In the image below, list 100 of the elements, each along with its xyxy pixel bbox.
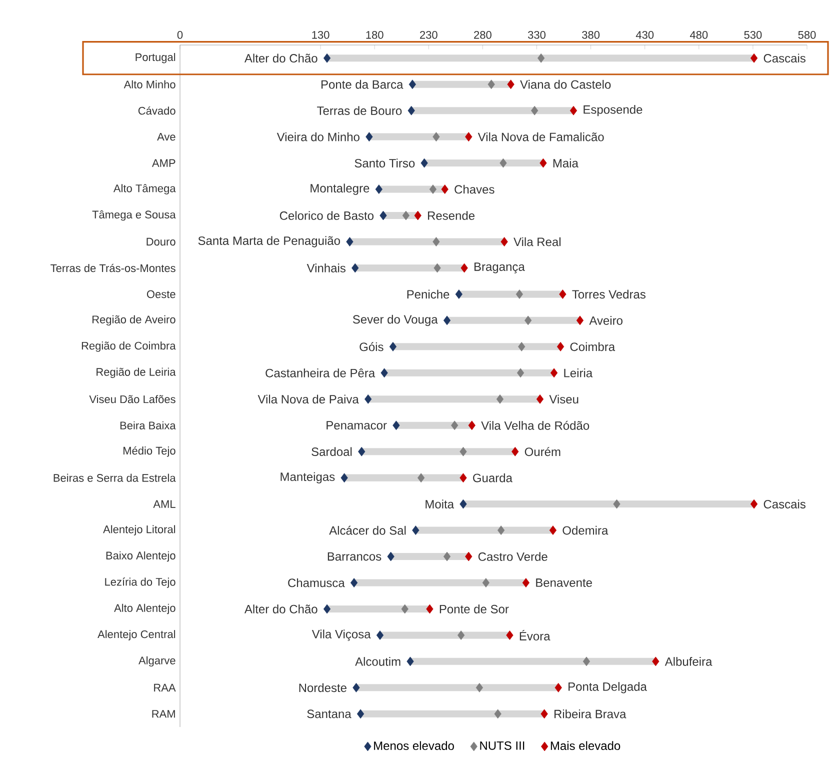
data-label: Ribeira Brava [554, 709, 626, 718]
data-label: Vinhais [306, 264, 346, 272]
point [516, 289, 524, 299]
point [376, 630, 384, 640]
data-label: Viseu [549, 394, 578, 404]
data-label: Cascais [764, 500, 806, 508]
point [518, 342, 526, 352]
point [500, 237, 508, 246]
point [414, 210, 422, 220]
point [507, 80, 514, 90]
point [537, 53, 545, 63]
data-label: Guarda [473, 473, 512, 482]
data-label: Montalegre [310, 184, 370, 195]
x-tick-label: 230 [420, 31, 438, 39]
x-tick-label: 0 [177, 31, 183, 39]
y-tick-label: RAM [152, 710, 175, 718]
y-tick-label: RAA [154, 684, 176, 692]
y-tick-label: Tâmega e Sousa [92, 210, 176, 221]
point [364, 394, 372, 404]
legend-label: NUTS III [480, 741, 524, 750]
y-tick-label: Baixo Alentejo [106, 551, 176, 562]
point [352, 682, 360, 692]
point [429, 184, 437, 194]
point [366, 132, 373, 142]
data-label: Chaves [454, 184, 494, 194]
point [576, 316, 584, 326]
data-label: Manteigas [280, 472, 335, 484]
data-label: Vila Viçosa [312, 630, 371, 641]
y-tick-label: Alto Alentejo [114, 604, 176, 614]
data-label: Albufeira [664, 657, 712, 666]
data-label: Vila Nova de Famalicão [478, 132, 604, 142]
y-tick-label: Região de Aveiro [92, 315, 176, 326]
x-tick-label: 480 [690, 31, 708, 39]
point [455, 289, 462, 299]
data-label: Ponta Delgada [568, 682, 647, 694]
point [402, 210, 410, 220]
point [540, 158, 547, 168]
data-label: Torres Vedras [572, 290, 646, 299]
data-label: Bragança [474, 262, 525, 274]
point [387, 552, 394, 562]
point [559, 289, 566, 299]
point [356, 709, 364, 719]
point [496, 394, 504, 404]
y-tick-label: Douro [146, 238, 176, 246]
point [516, 368, 524, 378]
x-tick-label: 580 [798, 31, 816, 39]
point [323, 604, 331, 614]
y-tick-label: Região de Leiria [96, 368, 176, 378]
data-label: Aveiro [589, 316, 622, 325]
data-label: Vila Nova de Paiva [258, 394, 359, 404]
x-tick-label: 380 [582, 31, 600, 39]
point [432, 132, 440, 142]
x-tick-label: 180 [366, 31, 384, 39]
data-label: Odemira [562, 526, 608, 535]
data-label: Ourém [524, 447, 560, 456]
data-label: Alcácer do Sal [329, 526, 406, 535]
point [750, 53, 758, 63]
point [482, 578, 490, 588]
point [441, 184, 448, 194]
y-tick-label: Alentejo Central [98, 630, 176, 640]
data-label: Leiria [564, 368, 593, 378]
data-label: Santo Tirso [354, 158, 415, 168]
y-tick-label: Viseu Dão Lafões [89, 395, 176, 404]
y-tick-label: Portugal [136, 52, 176, 64]
y-tick-label: Cávado [138, 106, 176, 115]
point [358, 446, 366, 456]
point [460, 263, 468, 273]
data-label: Sever do Vouga [352, 314, 438, 326]
x-tick-label: 330 [528, 31, 546, 39]
y-tick-label: Terras de Trás-os-Montes [50, 264, 176, 272]
point [465, 132, 472, 142]
point [457, 630, 465, 640]
point [512, 446, 519, 456]
data-label: Peniche [407, 290, 450, 299]
point [408, 80, 416, 90]
data-label: Chamusca [288, 578, 345, 588]
point [392, 420, 400, 430]
point [500, 158, 507, 168]
data-label: Moita [426, 500, 454, 508]
point [494, 709, 502, 719]
data-label: Vila Real [514, 237, 560, 246]
data-label: Santa Marta de Penaguião [198, 236, 340, 248]
y-tick-label: Alto Tâmega [113, 184, 176, 194]
point [389, 342, 397, 352]
y-tick-label: Médio Tejo [124, 446, 176, 457]
point [460, 473, 467, 483]
point [408, 106, 415, 116]
point [536, 394, 544, 404]
data-label: Santana [307, 710, 352, 718]
point [476, 682, 484, 692]
data-label: Ponte de Sor [440, 604, 509, 614]
point [426, 604, 434, 614]
data-label: Maia [553, 158, 578, 168]
x-tick-label: 130 [312, 31, 330, 39]
y-tick-label: AMP [152, 159, 176, 167]
point [434, 263, 441, 273]
point [468, 420, 476, 430]
legend-label: Menos elevado [374, 741, 454, 750]
data-label: Benavente [536, 578, 592, 587]
y-tick-label: Lezíria do Tejo [105, 578, 176, 588]
